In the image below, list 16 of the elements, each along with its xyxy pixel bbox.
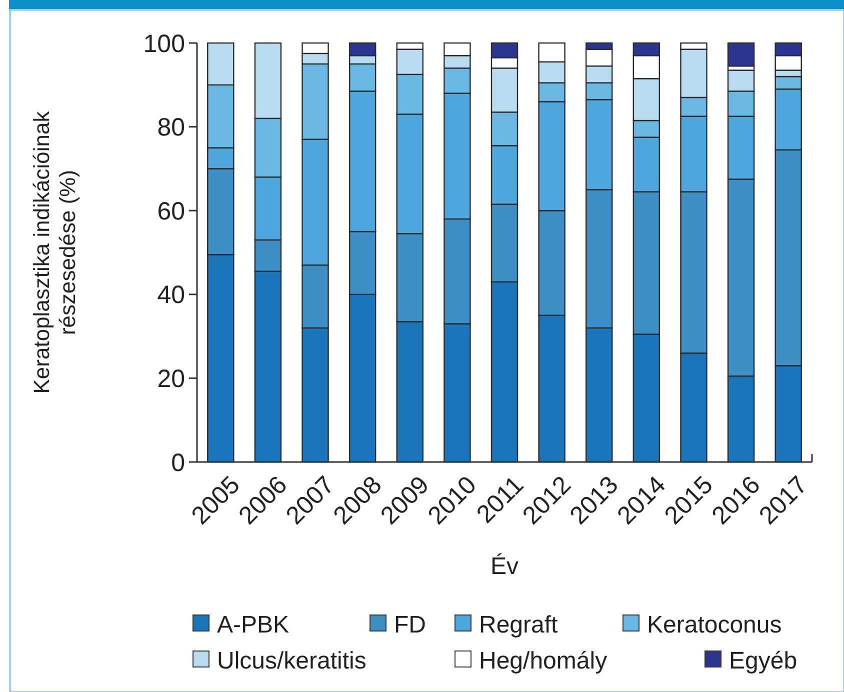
legend-label: Keratoconus (647, 611, 782, 638)
legend-label: FD (394, 611, 426, 638)
legend-label: A-PBK (217, 611, 290, 638)
y-tick-label: 100 (143, 30, 185, 58)
bar (727, 42, 755, 67)
x-axis-title: Év (490, 553, 519, 580)
y-tick-label: 60 (157, 197, 185, 226)
y-tick-label: 20 (157, 364, 185, 393)
legend-label: Heg/homály (479, 647, 608, 674)
y-tick-label: 80 (157, 114, 185, 142)
legend-label: Egyéb (729, 647, 798, 674)
legend-label: Ulcus/keratitis (217, 647, 366, 674)
legend-label: Regraft (479, 611, 558, 638)
y-tick-label: 40 (157, 281, 185, 310)
y-axis-title: Keratoplasztika indikációinak részesedése (%) (29, 110, 80, 394)
y-tick-label: 0 (171, 448, 185, 477)
